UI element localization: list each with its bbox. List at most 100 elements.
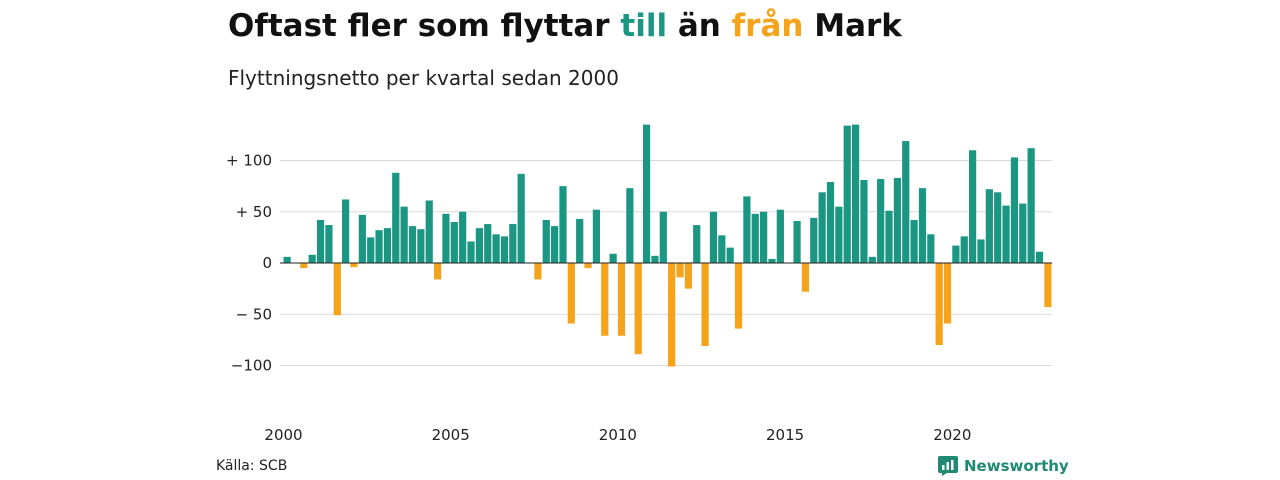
bar-positive: [760, 211, 768, 263]
bar-positive: [375, 230, 383, 263]
bar-positive: [793, 220, 801, 263]
x-tick-label: 2000: [264, 426, 302, 444]
axes: + 100 + 50 0 − 50 −100 2000 2005 2010 2015 2020: [226, 152, 1052, 444]
bar-positive: [659, 211, 667, 263]
bar-positive: [726, 247, 734, 263]
bar-positive: [542, 219, 550, 263]
bar-positive: [626, 188, 634, 263]
bar-positive: [383, 228, 392, 263]
bar-positive: [459, 211, 467, 263]
bar-negative: [684, 263, 692, 289]
bar-positive: [283, 256, 291, 263]
bar-positive: [467, 241, 475, 263]
bar-positive: [609, 253, 617, 263]
bar-negative: [300, 263, 308, 269]
bar-positive: [400, 206, 408, 263]
bar-positive: [835, 206, 843, 263]
bar-positive: [994, 192, 1002, 263]
bar-negative: [584, 263, 592, 269]
y-tick-label: 0: [262, 254, 272, 272]
x-tick-label: 2010: [599, 426, 637, 444]
bar-positive: [509, 224, 517, 263]
bars: [283, 124, 1052, 367]
bar-negative: [935, 263, 943, 345]
bar-positive: [910, 219, 918, 263]
bar-positive: [818, 192, 826, 263]
bar-positive: [308, 254, 316, 263]
bar-positive: [709, 211, 718, 263]
y-tick-label: −100: [231, 357, 272, 375]
bar-positive: [325, 225, 333, 263]
bar-positive: [718, 235, 726, 263]
bar-positive: [1027, 148, 1035, 263]
bar-positive: [425, 200, 433, 263]
bar-negative: [634, 263, 642, 355]
bar-negative: [333, 263, 341, 316]
bar-positive: [743, 196, 751, 264]
y-tick-label: + 50: [236, 203, 272, 221]
bar-positive: [417, 229, 425, 263]
bar-positive: [902, 141, 910, 263]
bar-positive: [559, 186, 567, 264]
bar-positive: [751, 213, 759, 263]
bar-positive: [316, 219, 325, 263]
bar-positive: [843, 125, 851, 264]
bar-negative: [433, 263, 442, 280]
bar-positive: [367, 237, 375, 263]
brand: Newsworthy: [938, 456, 1069, 476]
title-word-fran: från: [731, 8, 804, 44]
bar-positive: [492, 234, 500, 263]
bar-positive: [776, 209, 784, 263]
bar-negative: [1044, 263, 1052, 308]
bar-negative: [350, 263, 358, 268]
title-part-5: Mark: [803, 8, 902, 44]
bar-negative: [617, 263, 626, 336]
bar-positive: [450, 222, 458, 263]
source-label: Källa: SCB: [216, 458, 288, 474]
bar-positive: [860, 179, 868, 263]
bar-positive: [642, 124, 651, 264]
bar-positive: [768, 258, 776, 263]
bar-negative: [534, 263, 542, 280]
brand-name: Newsworthy: [964, 457, 1069, 475]
bar-negative: [676, 263, 684, 278]
bar-negative: [734, 263, 743, 329]
bar-positive: [885, 210, 893, 263]
bar-positive: [877, 178, 885, 263]
bar-positive: [1002, 205, 1010, 263]
bar-positive: [851, 124, 860, 264]
bar-positive: [893, 177, 901, 263]
bar-positive: [977, 239, 985, 263]
bar-positive: [927, 234, 935, 263]
bar-positive: [358, 214, 366, 263]
newsworthy-logo-icon: [938, 456, 958, 476]
bar-positive: [985, 189, 993, 263]
bar-positive: [576, 218, 584, 263]
x-tick-label: 2005: [432, 426, 470, 444]
bar-positive: [592, 209, 601, 263]
bar-positive: [408, 226, 417, 263]
bar-positive: [693, 225, 701, 263]
bar-positive: [484, 224, 492, 263]
bar-positive: [517, 173, 525, 263]
bar-positive: [551, 226, 559, 263]
bar-positive: [952, 245, 960, 263]
x-tick-label: 2015: [766, 426, 804, 444]
bar-positive: [918, 188, 927, 263]
bar-positive: [826, 182, 835, 263]
y-tick-label: + 100: [226, 152, 272, 170]
bar-positive: [342, 199, 350, 263]
bar-positive: [969, 150, 977, 263]
chart-subtitle: Flyttningsnetto per kvartal sedan 2000: [228, 66, 619, 90]
bar-negative: [943, 263, 952, 324]
bar-negative: [668, 263, 676, 367]
bar-positive: [810, 217, 818, 263]
bar-positive: [1010, 157, 1019, 263]
bar-positive: [392, 172, 400, 263]
bar-negative: [601, 263, 609, 336]
bar-positive: [442, 213, 450, 263]
title-part-1: Oftast fler som flyttar: [228, 8, 621, 44]
bar-positive: [500, 236, 509, 263]
bar-positive: [651, 255, 659, 263]
